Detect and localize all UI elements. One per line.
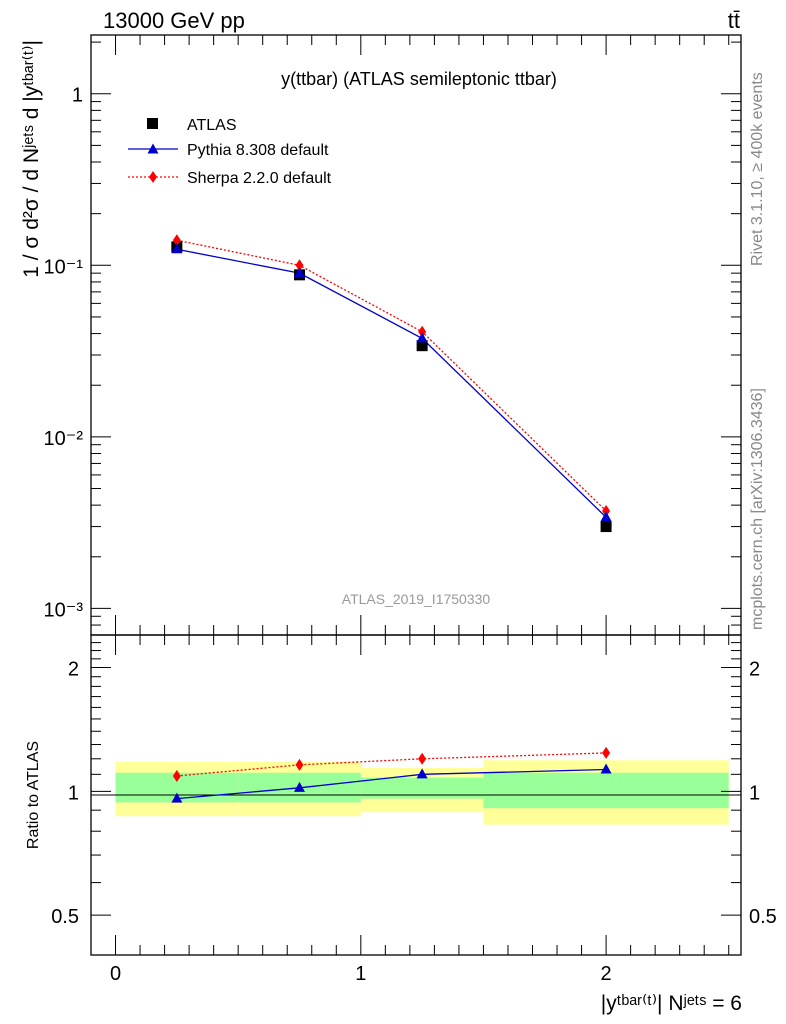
- legend-label-atlas: ATLAS: [187, 117, 237, 134]
- ratio-point-sherpa: [172, 769, 181, 782]
- ratio-point-sherpa: [602, 746, 611, 759]
- main-y-tick-label: 10⁻³: [44, 599, 84, 621]
- ratio-point-pythia: [171, 792, 183, 803]
- analysis-watermark: ATLAS_2019_I1750330: [342, 591, 491, 607]
- main-y-tick-label: 10⁻¹: [44, 256, 84, 278]
- x-tick-label: 1: [355, 963, 366, 985]
- energy-label: 13000 GeV pp: [103, 8, 245, 33]
- ratio-line-sherpa: [176, 752, 607, 777]
- main-panel: 10⁻³ 10⁻² 10⁻¹ 1 y(ttbar) (ATLAS semilepton…: [44, 41, 741, 636]
- main-point-pythia: [416, 332, 428, 343]
- legend-label-sherpa: Sherpa 2.2.0 default: [187, 170, 332, 187]
- ratio-frame: [90, 634, 742, 956]
- ratio-y-tick-label-right: 2: [749, 659, 760, 681]
- legend-label-pythia: Pythia 8.308 default: [187, 142, 329, 159]
- legend-marker-atlas: [147, 118, 158, 129]
- ratio-point-pythia: [293, 781, 305, 792]
- x-axis-ticks: 0 1 2: [90, 35, 730, 985]
- main-point-pythia: [600, 511, 612, 522]
- main-point-atlas: [600, 521, 612, 533]
- ratio-point-pythia: [416, 768, 428, 779]
- ratio-y-tick-label-right: 0.5: [749, 906, 777, 928]
- ratio-series: [171, 746, 612, 803]
- legend: ATLAS Pythia 8.308 default Sherpa 2.2.0 …: [128, 117, 332, 187]
- main-y-tick-label: 10⁻²: [44, 428, 84, 450]
- ratio-uncertainty-bands: [115, 760, 729, 825]
- ratio-line-pythia: [176, 768, 607, 800]
- legend-item-sherpa: Sherpa 2.2.0 default: [128, 170, 332, 187]
- legend-marker-sherpa: [149, 171, 157, 183]
- ratio-point-sherpa: [418, 752, 427, 765]
- legend-marker-pythia: [147, 143, 159, 154]
- main-series: [171, 234, 612, 533]
- mcplots-label: mcplots.cern.ch [arXiv:1306.3436]: [749, 388, 766, 630]
- main-line-pythia: [176, 248, 607, 518]
- ratio-y-tick-label-left: 1: [68, 782, 79, 804]
- rivet-label: Rivet 3.1.10, ≥ 400k events: [749, 72, 766, 266]
- ratio-band-green: [360, 777, 484, 799]
- ratio-panel: 0.5 0.5 1 1 2 2: [51, 634, 777, 956]
- x-tick-label: 2: [601, 963, 612, 985]
- ratio-y-tick-label-left: 0.5: [51, 906, 79, 928]
- ratio-y-ticks: 0.5 0.5 1 1 2 2: [51, 634, 777, 956]
- ratio-point-sherpa: [295, 758, 304, 771]
- main-point-pythia: [171, 243, 183, 254]
- x-tick-label: 0: [110, 963, 121, 985]
- main-point-pythia: [293, 267, 305, 278]
- ratio-point-pythia: [600, 763, 612, 774]
- ratio-band-green: [483, 772, 729, 809]
- main-point-atlas: [416, 340, 428, 352]
- plot-title: y(ttbar) (ATLAS semileptonic ttbar): [281, 69, 557, 89]
- legend-item-pythia: Pythia 8.308 default: [128, 142, 329, 159]
- main-y-tick-label: 1: [72, 85, 83, 107]
- main-point-sherpa: [602, 504, 611, 517]
- ratio-y-tick-label-left: 2: [68, 659, 79, 681]
- ratio-y-axis-title: Ratio to ATLAS: [25, 741, 42, 849]
- main-y-ticks: 10⁻³ 10⁻² 10⁻¹ 1: [44, 41, 741, 636]
- legend-item-atlas: ATLAS: [147, 117, 237, 134]
- process-label: tt̄: [728, 8, 740, 33]
- ratio-y-tick-label-right: 1: [749, 782, 760, 804]
- main-point-sherpa: [418, 325, 427, 338]
- main-point-sherpa: [172, 234, 181, 247]
- x-axis-title: |yᵗᵇᵃʳ⁽ᵗ⁾| Nʲᵉᵗˢ = 6: [601, 992, 742, 1015]
- main-point-sherpa: [295, 259, 304, 272]
- main-y-axis-title: 1 / σ d²σ / d Nʲᵉᵗˢ d |yᵗᵇᵃʳ⁽ᵗ⁾|: [20, 40, 43, 278]
- main-line-sherpa: [176, 239, 607, 512]
